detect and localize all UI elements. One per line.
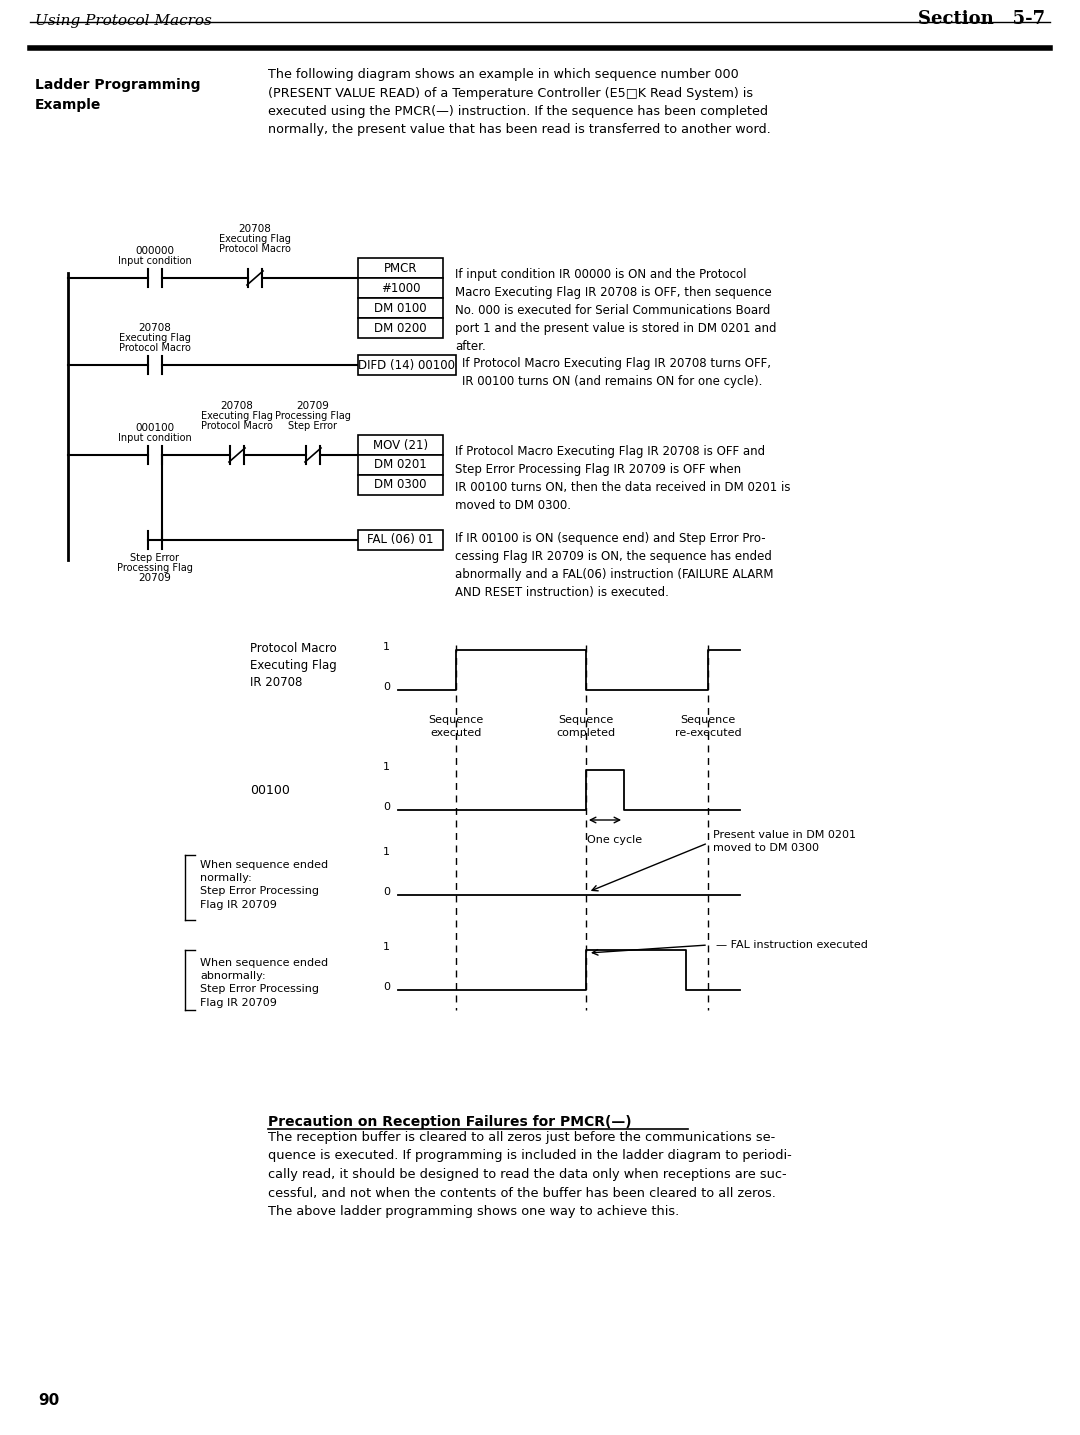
Text: 20708: 20708 xyxy=(220,400,254,410)
Text: Protocol Macro: Protocol Macro xyxy=(119,343,191,353)
Text: 1: 1 xyxy=(383,847,390,857)
Text: Sequence
executed: Sequence executed xyxy=(429,715,484,738)
Text: When sequence ended
normally:
Step Error Processing
Flag IR 20709: When sequence ended normally: Step Error… xyxy=(200,860,328,910)
Text: Precaution on Reception Failures for PMCR(—): Precaution on Reception Failures for PMC… xyxy=(268,1115,632,1129)
Text: 20709: 20709 xyxy=(138,573,172,583)
Text: 20709: 20709 xyxy=(297,400,329,410)
Text: 0: 0 xyxy=(383,802,390,812)
Text: When sequence ended
abnormally:
Step Error Processing
Flag IR 20709: When sequence ended abnormally: Step Err… xyxy=(200,959,328,1007)
Bar xyxy=(357,435,443,455)
Text: 0: 0 xyxy=(383,887,390,897)
Text: Input condition: Input condition xyxy=(118,255,192,265)
Text: 1: 1 xyxy=(383,762,390,772)
Text: Using Protocol Macros: Using Protocol Macros xyxy=(35,14,212,29)
Text: 0: 0 xyxy=(383,682,390,692)
Text: Sequence
completed: Sequence completed xyxy=(556,715,616,738)
Text: If Protocol Macro Executing Flag IR 20708 turns OFF,
IR 00100 turns ON (and rema: If Protocol Macro Executing Flag IR 2070… xyxy=(462,357,771,387)
Bar xyxy=(357,258,443,278)
Text: DM 0200: DM 0200 xyxy=(374,321,427,334)
Text: DM 0201: DM 0201 xyxy=(374,459,427,472)
Text: 20708: 20708 xyxy=(138,323,172,333)
Bar xyxy=(357,455,443,475)
Bar xyxy=(357,354,456,375)
Text: DM 0100: DM 0100 xyxy=(374,301,427,314)
Text: Protocol Macro: Protocol Macro xyxy=(201,420,273,430)
Bar xyxy=(357,530,443,550)
Text: Step Error: Step Error xyxy=(131,552,179,563)
Text: 000000: 000000 xyxy=(135,245,175,255)
Text: Ladder Programming
Example: Ladder Programming Example xyxy=(35,77,201,112)
Text: Input condition: Input condition xyxy=(118,433,192,443)
Text: The reception buffer is cleared to all zeros just before the communications se-
: The reception buffer is cleared to all z… xyxy=(268,1131,792,1218)
Text: Processing Flag: Processing Flag xyxy=(117,563,193,573)
Bar xyxy=(357,278,443,298)
Text: Executing Flag: Executing Flag xyxy=(201,410,273,420)
Text: Protocol Macro
Executing Flag
IR 20708: Protocol Macro Executing Flag IR 20708 xyxy=(249,641,337,689)
Text: DM 0300: DM 0300 xyxy=(375,478,427,492)
Text: FAL (06) 01: FAL (06) 01 xyxy=(367,534,434,547)
Text: 1: 1 xyxy=(383,641,390,651)
Text: If Protocol Macro Executing Flag IR 20708 is OFF and
Step Error Processing Flag : If Protocol Macro Executing Flag IR 2070… xyxy=(455,445,791,512)
Text: If input condition IR 00000 is ON and the Protocol
Macro Executing Flag IR 20708: If input condition IR 00000 is ON and th… xyxy=(455,268,777,353)
Text: 20708: 20708 xyxy=(239,224,271,234)
Text: 90: 90 xyxy=(38,1393,59,1408)
Text: 000100: 000100 xyxy=(135,423,175,433)
Text: If IR 00100 is ON (sequence end) and Step Error Pro-
cessing Flag IR 20709 is ON: If IR 00100 is ON (sequence end) and Ste… xyxy=(455,532,773,598)
Text: Present value in DM 0201
moved to DM 0300: Present value in DM 0201 moved to DM 030… xyxy=(713,829,856,854)
Bar xyxy=(357,298,443,319)
Bar xyxy=(357,475,443,495)
Text: 1: 1 xyxy=(383,941,390,951)
Text: 00100: 00100 xyxy=(249,784,289,796)
Text: Protocol Macro: Protocol Macro xyxy=(219,244,291,254)
Text: The following diagram shows an example in which sequence number 000
(PRESENT VAL: The following diagram shows an example i… xyxy=(268,67,771,136)
Text: DIFD (14) 00100: DIFD (14) 00100 xyxy=(359,359,456,372)
Text: — FAL instruction executed: — FAL instruction executed xyxy=(716,940,868,950)
Text: Section   5-7: Section 5-7 xyxy=(918,10,1045,29)
Bar xyxy=(357,319,443,339)
Text: #1000: #1000 xyxy=(381,281,420,294)
Text: Sequence
re-executed: Sequence re-executed xyxy=(675,715,741,738)
Text: MOV (21): MOV (21) xyxy=(373,439,428,452)
Text: Executing Flag: Executing Flag xyxy=(119,333,191,343)
Text: PMCR: PMCR xyxy=(383,261,417,274)
Text: Executing Flag: Executing Flag xyxy=(219,234,291,244)
Text: 0: 0 xyxy=(383,982,390,992)
Text: Step Error: Step Error xyxy=(288,420,337,430)
Text: One cycle: One cycle xyxy=(588,835,643,845)
Text: Processing Flag: Processing Flag xyxy=(275,410,351,420)
